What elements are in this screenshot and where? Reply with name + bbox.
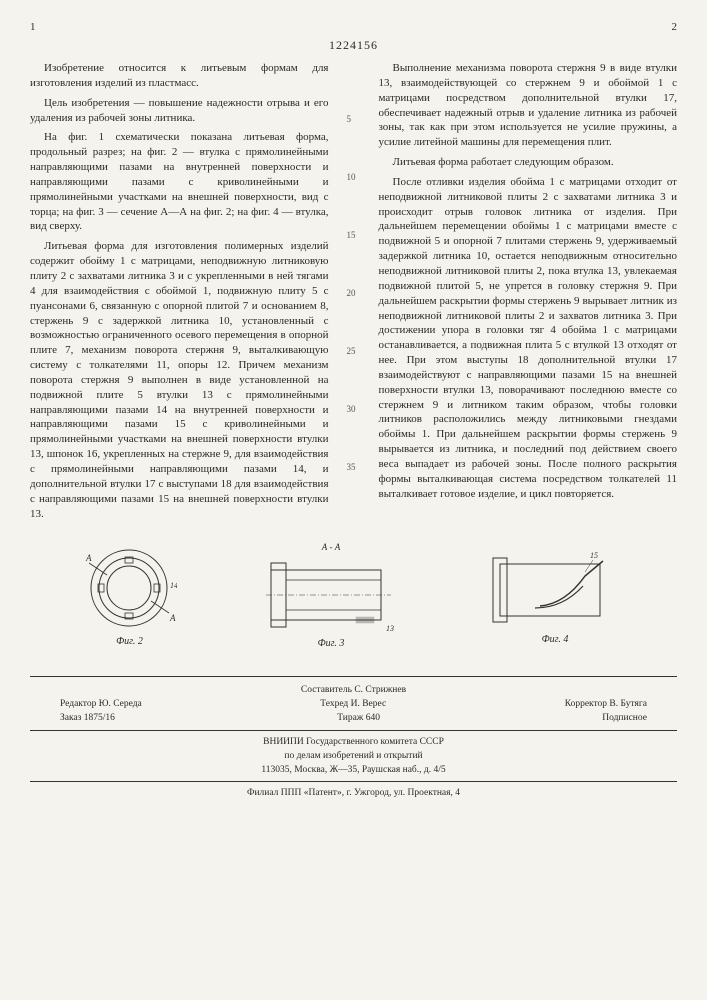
line-number-gutter: 5 10 15 20 25 30 35 — [347, 61, 361, 526]
para: Литьевая форма для изготовления полимерн… — [30, 239, 329, 521]
text-columns: Изобретение относится к литьевым формам … — [30, 61, 677, 526]
fig3-label: Фиг. 3 — [261, 637, 401, 651]
page-num-left: 1 — [30, 20, 36, 35]
line-marker: 15 — [347, 229, 356, 241]
para: Литьевая форма работает следующим образо… — [379, 155, 678, 170]
line-marker: 20 — [347, 287, 356, 299]
footer-divider — [30, 730, 677, 731]
fig2-label: Фиг. 2 — [82, 635, 177, 649]
footer-editor: Редактор Ю. Середа — [60, 697, 142, 711]
fig3-svg: 13 — [261, 555, 401, 635]
footer: Составитель С. Стрижнев Редактор Ю. Сере… — [30, 676, 677, 801]
document-number: 1224156 — [30, 37, 677, 53]
footer-order-row: Заказ 1875/16 Тираж 640 Подписное — [30, 711, 677, 725]
line-marker: 35 — [347, 461, 356, 473]
page-corners: 1 2 — [30, 20, 677, 35]
footer-addr: 113035, Москва, Ж—35, Раушская наб., д. … — [30, 763, 677, 777]
figure-4: 15 Фиг. 4 — [485, 546, 625, 647]
footer-branch: Филиал ППП «Патент», г. Ужгород, ул. Про… — [30, 786, 677, 800]
svg-text:13: 13 — [386, 624, 394, 633]
footer-credits-row: Редактор Ю. Середа Техред И. Верес Корре… — [30, 697, 677, 711]
footer-sign: Подписное — [602, 711, 647, 725]
fig3-section-label: А - А — [261, 541, 401, 553]
svg-text:15: 15 — [590, 551, 598, 560]
footer-composer: Составитель С. Стрижнев — [30, 683, 677, 697]
para: После отливки изделия обойма 1 с матрица… — [379, 175, 678, 502]
page-num-right: 2 — [672, 20, 678, 35]
figure-3: А - А 13 Фиг. 3 — [261, 541, 401, 651]
para: Цель изобретения — повышение надежности … — [30, 96, 329, 126]
footer-org2: по делам изобретений и открытий — [30, 749, 677, 763]
line-marker: 5 — [347, 113, 352, 125]
footer-tech: Техред И. Верес — [320, 697, 386, 711]
para: Изобретение относится к литьевым формам … — [30, 61, 329, 91]
svg-text:14: 14 — [170, 581, 177, 590]
para: На фиг. 1 схематически показана литьевая… — [30, 130, 329, 234]
column-right: Выполнение механизма поворота стержня 9 … — [379, 61, 678, 501]
column-left: Изобретение относится к литьевым формам … — [30, 61, 329, 521]
footer-org: ВНИИПИ Государственного комитета СССР — [30, 735, 677, 749]
footer-order: Заказ 1875/16 — [60, 711, 115, 725]
fig2-svg: А А 14 — [82, 543, 177, 633]
footer-tirage: Тираж 640 — [337, 711, 380, 725]
para: Выполнение механизма поворота стержня 9 … — [379, 61, 678, 150]
svg-text:А: А — [169, 613, 176, 623]
line-marker: 10 — [347, 171, 356, 183]
fig4-svg: 15 — [485, 546, 625, 631]
footer-divider — [30, 781, 677, 782]
fig4-label: Фиг. 4 — [485, 633, 625, 647]
line-marker: 30 — [347, 403, 356, 415]
figure-2: А А 14 Фиг. 2 — [82, 543, 177, 649]
figures-row: А А 14 Фиг. 2 А - А 13 Фиг. 3 15 Фиг. 4 — [30, 541, 677, 651]
svg-text:А: А — [85, 553, 92, 563]
line-marker: 25 — [347, 345, 356, 357]
footer-corrector: Корректор В. Бутяга — [565, 697, 647, 711]
